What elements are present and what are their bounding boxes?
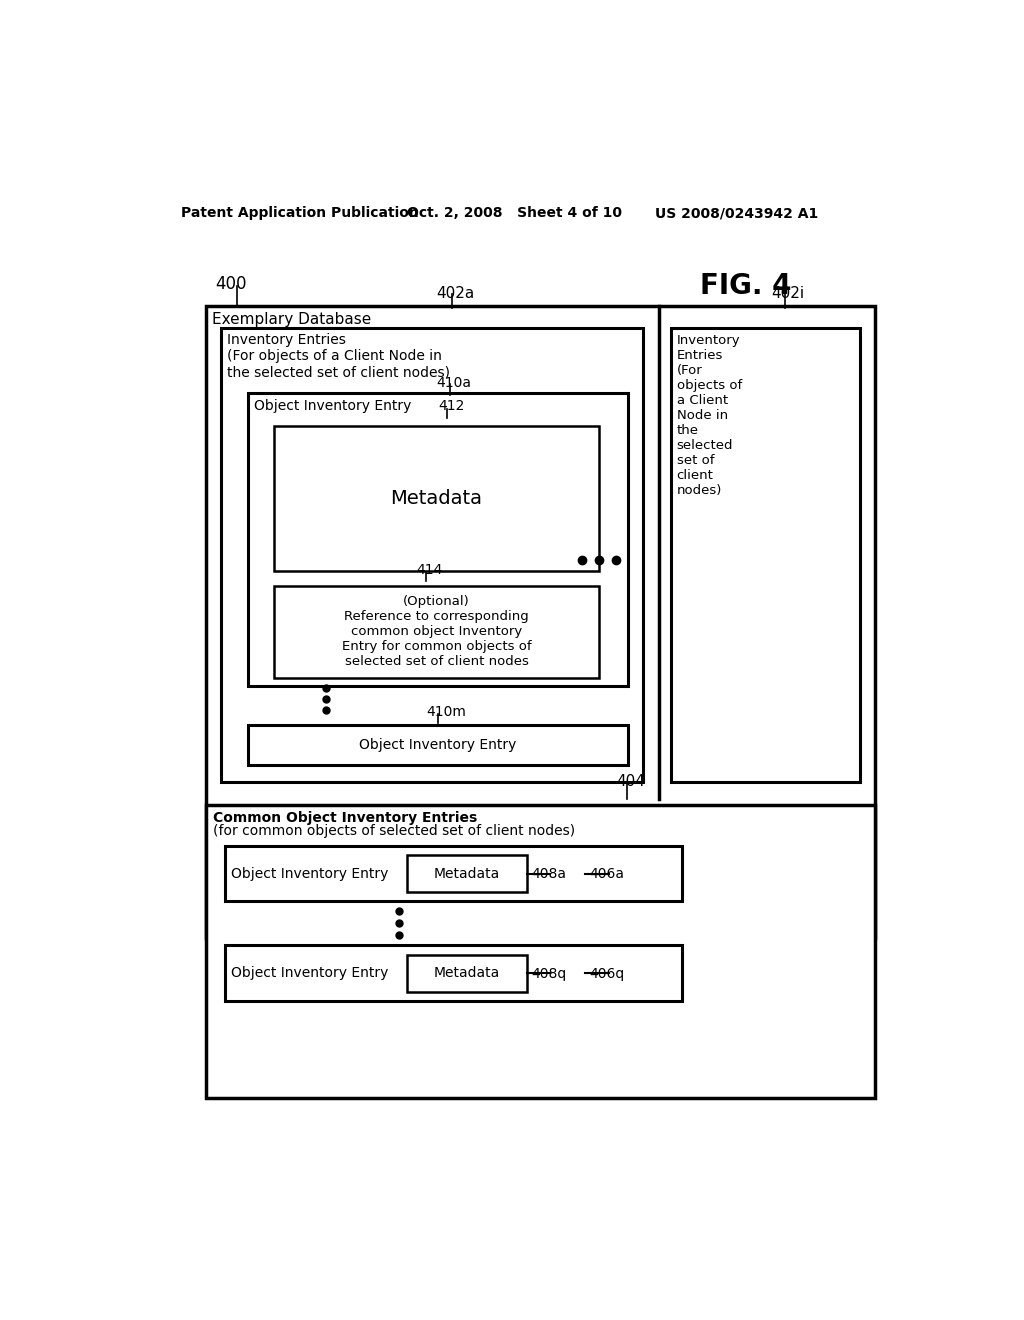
Bar (273, 426, 599, 572)
Bar (671, 327, 859, 781)
Bar (273, 586, 599, 678)
Bar (248, 725, 628, 766)
Text: Patent Application Publication: Patent Application Publication (180, 206, 419, 220)
Text: Metadata: Metadata (433, 867, 500, 880)
Text: 410m: 410m (426, 705, 466, 719)
Text: Inventory Entries
(For objects of a Client Node in
the selected set of client no: Inventory Entries (For objects of a Clie… (227, 333, 451, 380)
Text: 404: 404 (616, 775, 645, 789)
Text: Oct. 2, 2008   Sheet 4 of 10: Oct. 2, 2008 Sheet 4 of 10 (407, 206, 622, 220)
Text: Inventory
Entries
(For
objects of
a Client
Node in
the
selected
set of
client
no: Inventory Entries (For objects of a Clie… (677, 334, 742, 496)
Text: Object Inventory Entry: Object Inventory Entry (231, 966, 388, 979)
Bar (407, 855, 527, 892)
Bar (225, 846, 682, 902)
Text: Exemplary Database: Exemplary Database (212, 312, 371, 326)
Text: Metadata: Metadata (390, 490, 482, 508)
Bar (221, 327, 643, 781)
Text: 408q: 408q (531, 966, 566, 981)
Text: Object Inventory Entry: Object Inventory Entry (359, 738, 517, 752)
Bar (206, 805, 876, 1098)
Text: Metadata: Metadata (433, 966, 500, 979)
Text: Object Inventory Entry: Object Inventory Entry (254, 400, 412, 413)
Text: Object Inventory Entry: Object Inventory Entry (231, 867, 388, 880)
Text: (Optional)
Reference to corresponding
common object Inventory
Entry for common o: (Optional) Reference to corresponding co… (342, 595, 531, 668)
Bar (206, 306, 876, 937)
Text: 406q: 406q (589, 966, 625, 981)
Text: 412: 412 (438, 400, 464, 413)
Text: 402a: 402a (436, 286, 475, 301)
Text: 410a: 410a (436, 376, 471, 389)
Text: (for common objects of selected set of client nodes): (for common objects of selected set of c… (213, 825, 575, 838)
Bar (225, 945, 682, 1001)
Text: 400: 400 (215, 276, 247, 293)
Text: 402i: 402i (771, 286, 805, 301)
Text: 414: 414 (417, 562, 442, 577)
Bar (248, 393, 628, 686)
Text: 406a: 406a (589, 867, 624, 882)
Text: 408a: 408a (531, 867, 566, 882)
Text: US 2008/0243942 A1: US 2008/0243942 A1 (655, 206, 818, 220)
Text: FIG. 4: FIG. 4 (700, 272, 792, 301)
Text: Common Object Inventory Entries: Common Object Inventory Entries (213, 812, 477, 825)
Bar (407, 954, 527, 991)
